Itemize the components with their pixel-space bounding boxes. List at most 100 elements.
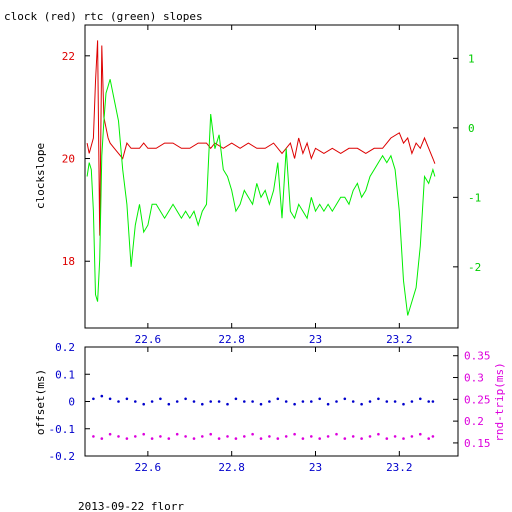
data-point-offset — [201, 402, 204, 406]
data-point-offset — [377, 397, 380, 401]
x-tick-label: 22.8 — [218, 461, 245, 474]
data-point-rnd-trip — [142, 432, 145, 436]
data-point-rnd-trip — [217, 437, 221, 440]
data-point-offset — [117, 400, 120, 403]
data-point-rnd-trip — [226, 435, 229, 438]
y-right-tick-label: -1 — [468, 191, 481, 204]
data-point-offset — [259, 402, 263, 406]
bottom-plot-frame — [84, 346, 459, 457]
data-point-rnd-trip — [343, 437, 347, 440]
x-tick-label: 23 — [309, 461, 322, 474]
data-point-rnd-trip — [234, 437, 238, 440]
y-right-tick-label: 0.3 — [464, 372, 484, 385]
data-point-rnd-trip — [368, 435, 372, 438]
data-point-offset — [343, 397, 347, 401]
data-point-offset — [310, 400, 313, 403]
data-point-rnd-trip — [318, 437, 322, 440]
data-point-offset — [175, 400, 179, 403]
data-point-offset — [268, 400, 271, 403]
y-right-tick-label: 0 — [468, 122, 475, 135]
data-point-offset — [234, 397, 238, 401]
data-point-rnd-trip — [419, 432, 422, 436]
x-tick-label: 23 — [309, 333, 322, 346]
data-point-offset — [134, 400, 137, 403]
data-point-offset — [318, 397, 322, 401]
data-point-offset — [243, 400, 246, 403]
y-right-tick-label: 0.15 — [464, 437, 491, 450]
data-point-rnd-trip — [92, 435, 95, 438]
top-y-right-axis: -2 -1 0 1 — [453, 52, 481, 274]
data-point-rnd-trip — [243, 435, 246, 438]
data-point-rnd-trip — [385, 437, 389, 440]
data-point-rnd-trip — [431, 435, 435, 438]
y-left-tick-label: 22 — [62, 50, 75, 63]
data-point-offset — [351, 400, 355, 403]
data-point-rnd-trip — [427, 437, 431, 440]
data-point-rnd-trip — [159, 435, 162, 438]
top-y-left-label: clockslope — [34, 143, 47, 209]
data-point-rnd-trip — [251, 432, 254, 436]
data-point-offset — [108, 397, 112, 401]
data-point-rnd-trip — [335, 432, 338, 436]
x-tick-label: 22.8 — [218, 333, 245, 346]
y-right-tick-label: 1 — [468, 52, 475, 65]
data-point-rnd-trip — [134, 435, 137, 438]
y-left-tick-label: 0 — [68, 396, 75, 409]
data-point-offset — [276, 397, 280, 401]
y-left-tick-label: 0.1 — [55, 368, 75, 381]
data-point-rnd-trip — [410, 435, 414, 438]
data-point-offset — [159, 397, 162, 401]
series-line-clock — [86, 40, 436, 236]
data-point-offset — [142, 402, 145, 406]
data-point-rnd-trip — [117, 435, 120, 438]
data-point-rnd-trip — [301, 437, 305, 440]
data-point-offset — [226, 402, 229, 406]
data-point-offset — [217, 400, 221, 403]
top-chart-title: clock (red) rtc (green) slopes — [4, 10, 203, 23]
data-point-rnd-trip — [284, 435, 288, 438]
data-point-offset — [125, 397, 129, 401]
data-point-offset — [393, 400, 397, 403]
data-point-offset — [209, 400, 212, 403]
data-point-rnd-trip — [293, 432, 296, 436]
y-right-tick-label: -2 — [468, 261, 481, 274]
data-point-offset — [150, 400, 154, 403]
x-tick-label: 22.6 — [135, 461, 162, 474]
data-point-offset — [431, 400, 435, 403]
data-point-rnd-trip — [402, 437, 405, 440]
data-point-rnd-trip — [192, 437, 196, 440]
data-point-offset — [92, 397, 95, 401]
top-y-left-axis: 18 20 22 — [62, 50, 90, 268]
data-point-offset — [419, 397, 422, 401]
data-point-rnd-trip — [201, 435, 204, 438]
bottom-y-left-label: offset(ms) — [34, 369, 47, 435]
data-point-rnd-trip — [184, 435, 187, 438]
data-point-offset — [402, 402, 405, 406]
bottom-x-axis: 22.6 22.8 23 23.2 — [135, 347, 413, 474]
bottom-y-right-axis: 0.15 0.2 0.25 0.3 0.35 — [453, 350, 491, 450]
y-left-tick-label: -0.2 — [49, 450, 76, 463]
footer-label: 2013-09-22 florr — [78, 500, 184, 512]
data-point-offset — [301, 400, 305, 403]
y-right-tick-label: 0.35 — [464, 350, 491, 363]
bottom-y-right-label: rnd-trip(ms) — [493, 362, 506, 441]
x-tick-label: 23.2 — [386, 333, 413, 346]
data-point-rnd-trip — [125, 437, 129, 440]
data-point-rnd-trip — [167, 437, 171, 440]
x-tick-label: 23.2 — [386, 461, 413, 474]
top-x-axis: 22.6 22.8 23 23.2 — [135, 25, 413, 346]
data-point-rnd-trip — [100, 437, 104, 440]
data-point-rnd-trip — [393, 435, 397, 438]
data-point-rnd-trip — [351, 435, 355, 438]
data-point-offset — [167, 402, 171, 406]
data-point-offset — [360, 402, 363, 406]
series-line-rtc — [86, 79, 436, 316]
data-point-rnd-trip — [377, 432, 380, 436]
data-point-rnd-trip — [259, 437, 263, 440]
y-left-tick-label: 18 — [62, 255, 75, 268]
data-point-offset — [410, 400, 414, 403]
x-tick-label: 22.6 — [135, 333, 162, 346]
data-point-offset — [335, 400, 338, 403]
data-point-offset — [326, 402, 330, 406]
